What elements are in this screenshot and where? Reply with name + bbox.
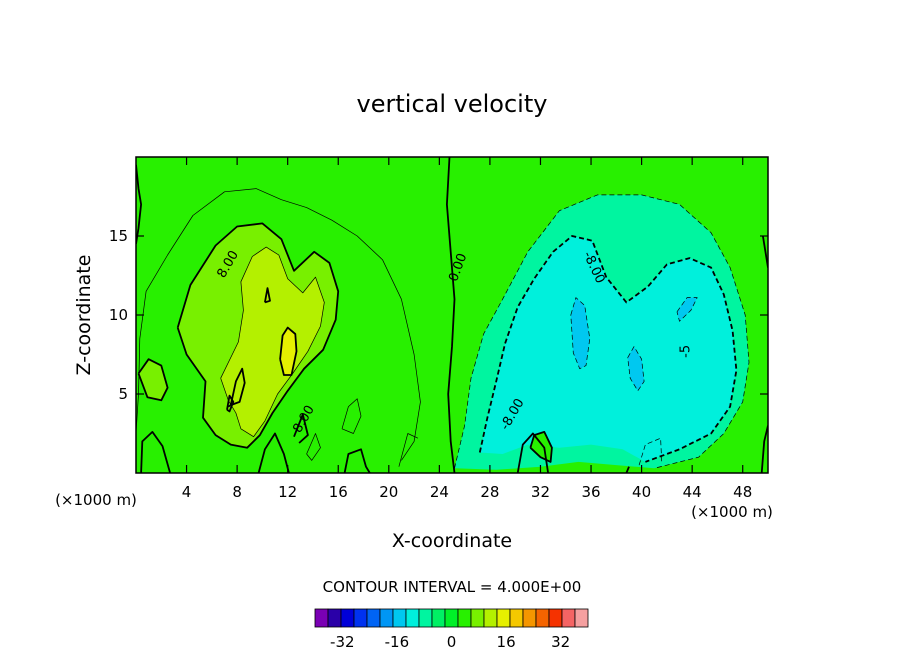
y-tick-label-1: 10 bbox=[109, 306, 128, 324]
colorbar-box-5 bbox=[379, 608, 394, 628]
contour-interval: CONTOUR INTERVAL = 4.000E+00 bbox=[323, 578, 582, 596]
colorbar-box-6 bbox=[392, 608, 407, 628]
x-tick-label-4: 20 bbox=[379, 483, 398, 501]
contour-line-28 bbox=[638, 437, 663, 466]
colorbar-box-13 bbox=[483, 608, 498, 628]
colorbar-tick-label-3: 16 bbox=[497, 633, 516, 651]
colorbar-box-11 bbox=[457, 608, 472, 628]
colorbar-box-2 bbox=[340, 608, 355, 628]
x-tick-label-0: 4 bbox=[182, 483, 192, 501]
colorbar-box-19 bbox=[561, 608, 576, 628]
contour-line-27 bbox=[293, 413, 309, 444]
contour-line-11 bbox=[136, 188, 421, 461]
colorbar-box-8 bbox=[418, 608, 433, 628]
contour-line-12 bbox=[176, 222, 340, 449]
colorbar-box-18 bbox=[548, 608, 563, 628]
contour-line-20 bbox=[529, 431, 553, 463]
x-axis-label: X-coordinate bbox=[392, 530, 512, 552]
colorbar-box-14 bbox=[496, 608, 511, 628]
contour-line-5 bbox=[762, 235, 768, 268]
colorbar-tick-labels: -32 -16 0 16 32 bbox=[330, 633, 570, 651]
x-unit-left: (×1000 m) bbox=[55, 491, 137, 509]
contour-line-13 bbox=[220, 246, 325, 438]
x-tick-label-5: 24 bbox=[430, 483, 449, 501]
colorbar-tick-label-4: 32 bbox=[551, 633, 570, 651]
chart-title: vertical velocity bbox=[357, 90, 548, 118]
contour-line-25 bbox=[398, 433, 419, 467]
colorbar-box-16 bbox=[522, 608, 537, 628]
contour-region-6 bbox=[280, 327, 297, 375]
x-tick-label-6: 28 bbox=[480, 483, 499, 501]
contour-line-26 bbox=[306, 433, 321, 461]
x-tick-label-3: 16 bbox=[329, 483, 348, 501]
contour-region-3 bbox=[479, 236, 737, 462]
x-tick-label-2: 12 bbox=[278, 483, 297, 501]
x-tick-label-9: 40 bbox=[632, 483, 651, 501]
contour-region-7 bbox=[570, 297, 590, 369]
x-tick-label-10: 44 bbox=[683, 483, 702, 501]
contour-line-15 bbox=[227, 404, 232, 408]
contour-line-17 bbox=[264, 287, 271, 304]
contour-lines bbox=[136, 157, 768, 473]
x-tick-label-11: 48 bbox=[733, 483, 752, 501]
contour-line-9 bbox=[454, 194, 750, 469]
colorbar-box-12 bbox=[470, 608, 485, 628]
contour-line-21 bbox=[570, 297, 591, 370]
contour-region-9 bbox=[677, 297, 698, 322]
x-axis-ticks: 4 8 12 16 20 24 28 32 36 40 44 48 bbox=[182, 157, 752, 501]
y-tick-label-2: 15 bbox=[109, 227, 128, 245]
x-tick-label-1: 8 bbox=[232, 483, 242, 501]
contour-line-1 bbox=[257, 432, 290, 473]
colorbar bbox=[314, 608, 589, 628]
colorbar-box-4 bbox=[366, 608, 381, 628]
colorbar-box-15 bbox=[509, 608, 524, 628]
colorbar-tick-label-0: -32 bbox=[330, 633, 355, 651]
contour-line-7 bbox=[516, 432, 549, 473]
contour-label-5: -5 bbox=[678, 345, 693, 358]
contour-line-16 bbox=[226, 394, 235, 413]
colorbar-box-3 bbox=[353, 608, 368, 628]
colorbar-box-7 bbox=[405, 608, 420, 628]
contour-region-5 bbox=[220, 247, 325, 437]
y-tick-label-0: 5 bbox=[118, 385, 128, 403]
contour-fills bbox=[136, 157, 768, 473]
contour-line-14 bbox=[229, 367, 246, 406]
contour-line-2 bbox=[343, 448, 371, 473]
colorbar-box-10 bbox=[444, 608, 459, 628]
contour-line-22 bbox=[627, 346, 645, 392]
y-axis-ticks: 5 10 15 bbox=[109, 227, 768, 403]
colorbar-box-0 bbox=[314, 608, 329, 628]
colorbar-tick-label-2: 0 bbox=[447, 633, 457, 651]
contour-line-10 bbox=[478, 235, 738, 463]
contour-line-23 bbox=[676, 297, 698, 322]
contour-region-11 bbox=[530, 431, 552, 462]
colorbar-box-1 bbox=[327, 608, 342, 628]
colorbar-tick-label-1: -16 bbox=[385, 633, 410, 651]
contour-line-0 bbox=[140, 431, 171, 473]
contour-region-12 bbox=[342, 398, 361, 434]
x-unit-right: (×1000 m) bbox=[691, 503, 773, 521]
contour-region-10 bbox=[138, 359, 168, 401]
contour-line-8 bbox=[625, 466, 630, 473]
contour-line-24 bbox=[341, 398, 362, 434]
contour-line-6 bbox=[136, 164, 142, 245]
y-axis-label: Z-coordinate bbox=[73, 255, 95, 376]
contour-line-18 bbox=[279, 326, 298, 376]
colorbar-box-9 bbox=[431, 608, 446, 628]
contour-line-19 bbox=[137, 358, 169, 402]
colorbar-box-17 bbox=[535, 608, 550, 628]
contour-line-4 bbox=[760, 425, 768, 473]
colorbar-box-20 bbox=[574, 608, 589, 628]
x-tick-label-7: 32 bbox=[531, 483, 550, 501]
x-tick-label-8: 36 bbox=[581, 483, 600, 501]
contour-region-8 bbox=[627, 346, 645, 391]
contour-line-3 bbox=[446, 157, 456, 473]
